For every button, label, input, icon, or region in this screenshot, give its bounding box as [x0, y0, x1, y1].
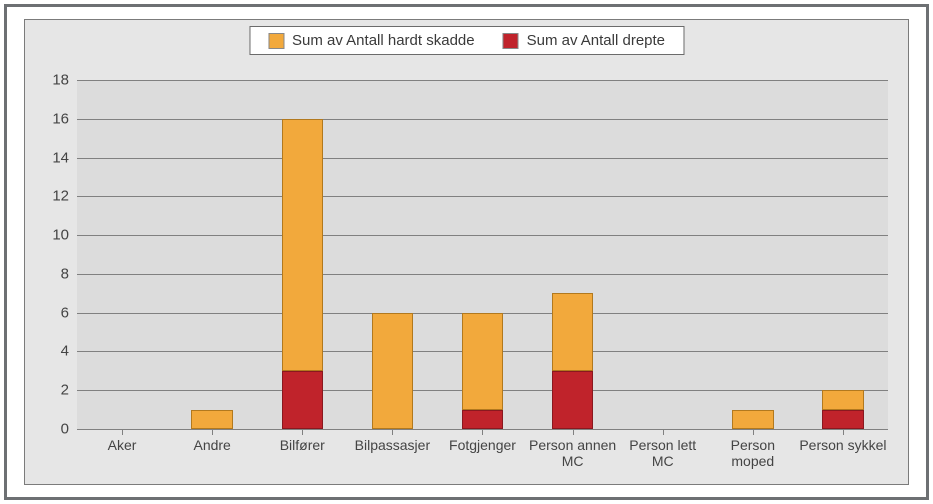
x-category-label: Aker: [108, 437, 137, 453]
x-tick: [302, 429, 303, 435]
stacked-bar: [642, 80, 683, 429]
chart-panel: Sum av Antall hardt skadde Sum av Antall…: [24, 19, 909, 485]
x-tick: [122, 429, 123, 435]
bar-segment: [462, 410, 503, 429]
x-category-label: Person moped: [731, 437, 775, 469]
category-group: Andre: [167, 80, 257, 429]
chart-outer-frame: Sum av Antall hardt skadde Sum av Antall…: [4, 4, 929, 500]
y-tick-label: 18: [52, 72, 77, 89]
category-group: Person sykkel: [798, 80, 888, 429]
x-tick: [482, 429, 483, 435]
stacked-bar: [191, 80, 232, 429]
x-tick: [573, 429, 574, 435]
x-tick: [843, 429, 844, 435]
x-tick: [753, 429, 754, 435]
y-tick-label: 2: [61, 382, 77, 399]
legend-box: Sum av Antall hardt skadde Sum av Antall…: [249, 26, 684, 55]
y-tick-label: 4: [61, 343, 77, 360]
x-category-label: Person lett MC: [629, 437, 696, 469]
x-category-label: Person annen MC: [529, 437, 616, 469]
stacked-bar: [282, 80, 323, 429]
legend-label: Sum av Antall drepte: [527, 32, 665, 49]
legend-label: Sum av Antall hardt skadde: [292, 32, 475, 49]
stacked-bar: [101, 80, 142, 429]
y-tick-label: 12: [52, 188, 77, 205]
legend-item: Sum av Antall drepte: [503, 32, 665, 49]
stacked-bar: [552, 80, 593, 429]
category-group: Fotgjenger: [437, 80, 527, 429]
legend-item: Sum av Antall hardt skadde: [268, 32, 475, 49]
category-group: Aker: [77, 80, 167, 429]
x-tick: [212, 429, 213, 435]
bar-segment: [822, 410, 863, 429]
bar-segment: [552, 371, 593, 429]
stacked-bar: [372, 80, 413, 429]
legend-swatch-hardt-skadde: [268, 33, 284, 49]
category-group: Person lett MC: [618, 80, 708, 429]
x-category-label: Andre: [193, 437, 230, 453]
bar-segment: [552, 293, 593, 371]
bar-segment: [282, 371, 323, 429]
bar-segment: [372, 313, 413, 429]
y-tick-label: 10: [52, 227, 77, 244]
category-group: Bilfører: [257, 80, 347, 429]
y-tick-label: 16: [52, 110, 77, 127]
y-tick-label: 0: [61, 421, 77, 438]
bar-segment: [732, 410, 773, 429]
category-group: Bilpassasjer: [347, 80, 437, 429]
category-group: Person annen MC: [528, 80, 618, 429]
y-tick-label: 6: [61, 304, 77, 321]
x-category-label: Bilfører: [280, 437, 325, 453]
y-tick-label: 14: [52, 149, 77, 166]
bar-segment: [191, 410, 232, 429]
bar-segment: [282, 119, 323, 371]
bar-segment: [822, 390, 863, 409]
category-group: Person moped: [708, 80, 798, 429]
x-category-label: Fotgjenger: [449, 437, 516, 453]
legend-swatch-drepte: [503, 33, 519, 49]
x-tick: [392, 429, 393, 435]
stacked-bar: [822, 80, 863, 429]
x-tick: [663, 429, 664, 435]
y-tick-label: 8: [61, 265, 77, 282]
x-category-label: Bilpassasjer: [355, 437, 430, 453]
stacked-bar: [462, 80, 503, 429]
plot-area: 024681012141618AkerAndreBilførerBilpassa…: [77, 80, 888, 430]
stacked-bar: [732, 80, 773, 429]
bar-segment: [462, 313, 503, 410]
x-category-label: Person sykkel: [799, 437, 886, 453]
